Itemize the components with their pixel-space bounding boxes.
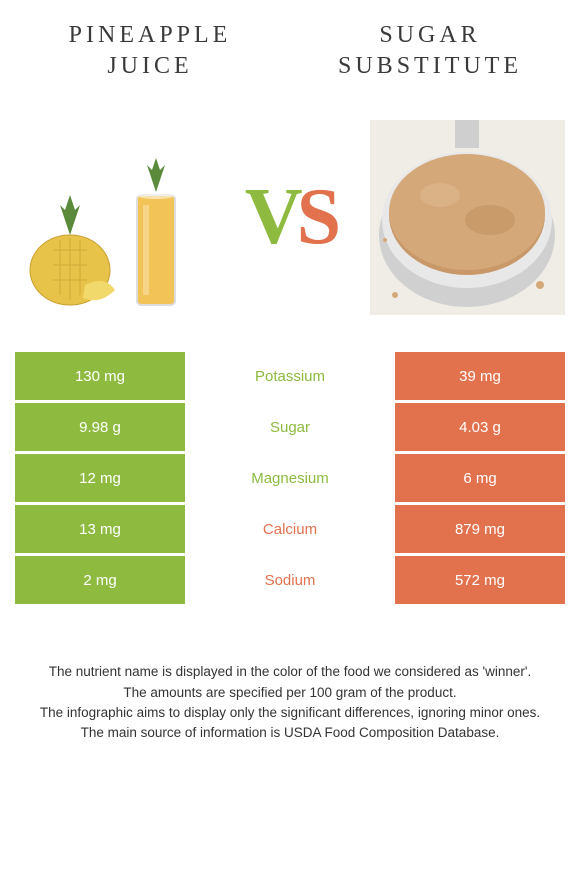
table-row: 13 mgCalcium879 mg: [15, 505, 565, 553]
footer-line-4: The main source of information is USDA F…: [20, 723, 560, 743]
comparison-table: 130 mgPotassium39 mg9.98 gSugar4.03 g12 …: [0, 352, 580, 604]
right-title: Sugar substitute: [310, 20, 550, 82]
left-value: 13 mg: [15, 505, 185, 553]
left-value: 130 mg: [15, 352, 185, 400]
vs-v: V: [245, 172, 297, 263]
nutrient-label: Calcium: [185, 505, 395, 553]
right-image: [370, 120, 565, 315]
nutrient-label: Magnesium: [185, 454, 395, 502]
footer-line-1: The nutrient name is displayed in the co…: [20, 662, 560, 682]
left-image: [15, 120, 210, 315]
images-row: VS: [0, 92, 580, 352]
left-title: Pineapple Juice: [30, 20, 270, 82]
header-row: Pineapple Juice Sugar substitute: [0, 0, 580, 92]
right-value: 879 mg: [395, 505, 565, 553]
table-row: 9.98 gSugar4.03 g: [15, 403, 565, 451]
left-value: 9.98 g: [15, 403, 185, 451]
table-row: 130 mgPotassium39 mg: [15, 352, 565, 400]
nutrient-label: Sugar: [185, 403, 395, 451]
vs-s: S: [297, 172, 336, 263]
nutrient-label: Potassium: [185, 352, 395, 400]
table-row: 2 mgSodium572 mg: [15, 556, 565, 604]
footer-line-2: The amounts are specified per 100 gram o…: [20, 683, 560, 703]
footer-notes: The nutrient name is displayed in the co…: [0, 607, 580, 743]
right-value: 6 mg: [395, 454, 565, 502]
left-value: 2 mg: [15, 556, 185, 604]
nutrient-label: Sodium: [185, 556, 395, 604]
vs-label: VS: [245, 172, 335, 263]
right-value: 4.03 g: [395, 403, 565, 451]
left-value: 12 mg: [15, 454, 185, 502]
right-value: 39 mg: [395, 352, 565, 400]
right-value: 572 mg: [395, 556, 565, 604]
table-row: 12 mgMagnesium6 mg: [15, 454, 565, 502]
footer-line-3: The infographic aims to display only the…: [20, 703, 560, 723]
